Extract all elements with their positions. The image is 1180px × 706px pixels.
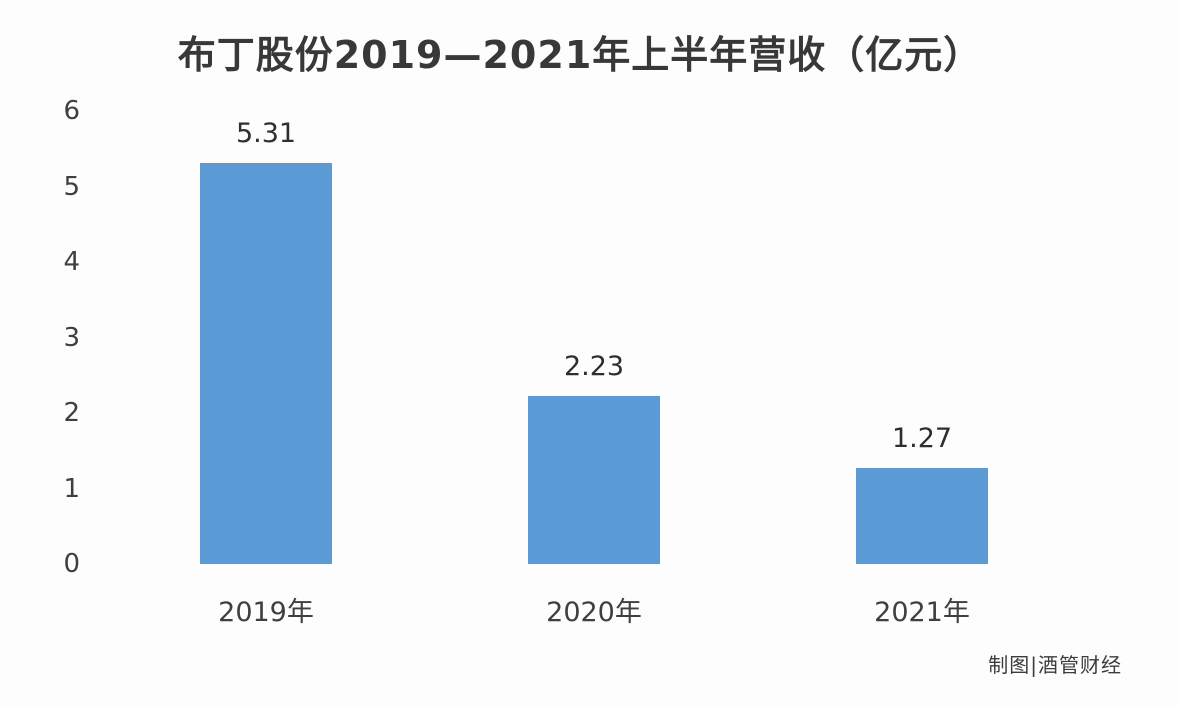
y-axis-tick-label: 5 — [63, 171, 80, 202]
y-axis-tick-label: 4 — [63, 247, 80, 277]
y-axis-tick-label: 1 — [63, 473, 80, 504]
bar-value-label: 5.31 — [235, 118, 297, 150]
x-axis-label: 2019年 — [218, 597, 314, 628]
bar-value-label: 1.27 — [891, 423, 953, 455]
bar — [200, 163, 332, 564]
credit-text: 制图|酒管财经 — [988, 653, 1122, 677]
x-axis-label: 2020年 — [546, 597, 642, 628]
y-axis-tick-label: 2 — [63, 398, 80, 428]
bar — [528, 395, 660, 564]
x-axis-label: 2021年 — [874, 597, 970, 628]
y-axis-tick-label: 0 — [63, 549, 80, 579]
y-axis-tick-label: 3 — [63, 322, 80, 353]
bar-value-label: 2.23 — [563, 350, 625, 382]
plot-area: 5.31 2019年 2.23 2020年 1.27 2021年 — [102, 111, 1086, 628]
chart-title: 布丁股份2019—2021年上半年营收（亿元） — [177, 33, 983, 77]
bar — [856, 468, 988, 564]
y-axis-tick-label: 6 — [63, 96, 80, 126]
